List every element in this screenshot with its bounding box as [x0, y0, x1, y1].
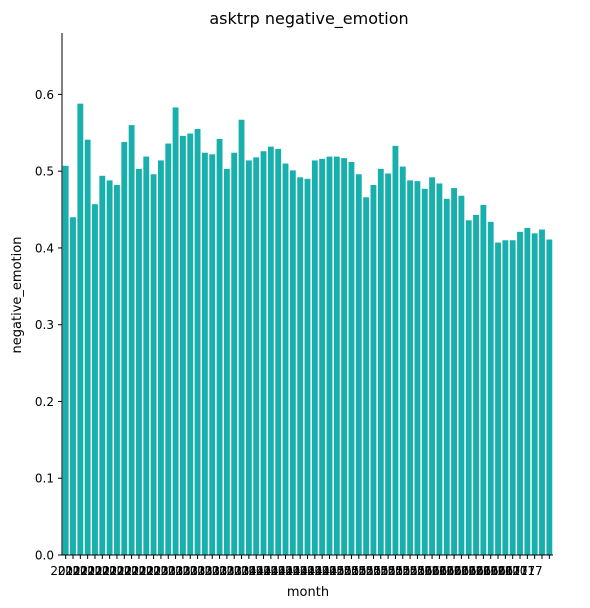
bar-57	[480, 205, 486, 555]
bar-46	[400, 167, 406, 555]
bar-33	[305, 179, 311, 555]
bar-3	[85, 140, 91, 555]
x-tick-label-63: 2017	[512, 564, 543, 578]
bar-16	[180, 136, 186, 555]
bar-39	[349, 162, 355, 555]
bar-11	[143, 157, 149, 555]
bar-53	[451, 188, 457, 555]
bar-38	[341, 158, 347, 555]
bar-13	[158, 160, 164, 555]
y-tick-label-2: 0.2	[35, 395, 54, 409]
bar-4	[92, 204, 98, 555]
bar-26	[253, 157, 259, 555]
bar-2	[77, 104, 83, 555]
bar-61	[510, 240, 516, 555]
bar-20	[209, 154, 215, 555]
bar-48	[414, 181, 420, 555]
bar-23	[231, 153, 237, 555]
bar-24	[239, 120, 245, 555]
bar-30	[283, 164, 289, 556]
chart-title: asktrp negative_emotion	[209, 9, 408, 29]
bar-55	[466, 220, 472, 555]
y-axis-label: negative_emotion	[10, 237, 25, 354]
bar-19	[202, 153, 208, 555]
bar-60	[502, 240, 508, 555]
bar-6	[107, 180, 113, 555]
bar-44	[385, 173, 391, 555]
x-axis-label: month	[287, 585, 329, 600]
y-tick-label-5: 0.5	[35, 165, 54, 179]
bar-22	[224, 169, 230, 555]
bar-10	[136, 169, 142, 555]
bar-28	[268, 147, 274, 555]
bar-63	[524, 228, 530, 555]
bar-32	[297, 177, 303, 555]
bar-58	[488, 222, 494, 555]
bar-18	[195, 129, 201, 555]
bar-12	[151, 174, 157, 555]
bar-59	[495, 243, 501, 555]
bar-43	[378, 169, 384, 555]
bar-8	[121, 142, 127, 555]
bar-50	[429, 177, 435, 555]
bar-62	[517, 232, 523, 555]
bar-41	[363, 197, 369, 555]
bar-49	[422, 189, 428, 555]
bar-15	[173, 107, 179, 555]
bar-47	[407, 180, 413, 555]
bar-31	[290, 170, 296, 555]
bar-34	[312, 160, 318, 555]
bar-66	[546, 240, 552, 556]
bar-17	[187, 134, 193, 555]
bar-35	[319, 159, 325, 555]
bar-52	[444, 199, 450, 555]
y-tick-label-1: 0.1	[35, 472, 54, 486]
bar-37	[334, 157, 340, 555]
bar-45	[393, 146, 399, 555]
bar-14	[165, 144, 171, 555]
bar-21	[217, 139, 223, 555]
bar-40	[356, 174, 362, 555]
bar-0	[63, 166, 69, 555]
y-tick-label-0: 0.0	[35, 549, 54, 563]
bar-1	[70, 217, 76, 555]
bar-29	[275, 149, 281, 555]
bar-9	[129, 125, 135, 555]
bars-group	[63, 104, 553, 555]
bar-64	[532, 233, 538, 555]
bar-27	[261, 151, 267, 555]
y-tick-label-6: 0.6	[35, 88, 54, 102]
y-tick-label-4: 0.4	[35, 241, 54, 255]
y-axis: 0.0 0.1 0.2 0.3 0.4 0.5 0.6	[35, 33, 62, 563]
bar-5	[99, 176, 105, 555]
bar-42	[371, 185, 377, 555]
bar-36	[327, 157, 333, 555]
bar-54	[458, 196, 464, 555]
bar-25	[246, 160, 252, 555]
bar-65	[539, 230, 545, 555]
x-axis: 2012201220122012201220122012201220122012…	[50, 555, 553, 578]
bar-51	[436, 183, 442, 555]
bar-7	[114, 185, 120, 555]
y-tick-label-3: 0.3	[35, 318, 54, 332]
bar-56	[473, 215, 479, 555]
